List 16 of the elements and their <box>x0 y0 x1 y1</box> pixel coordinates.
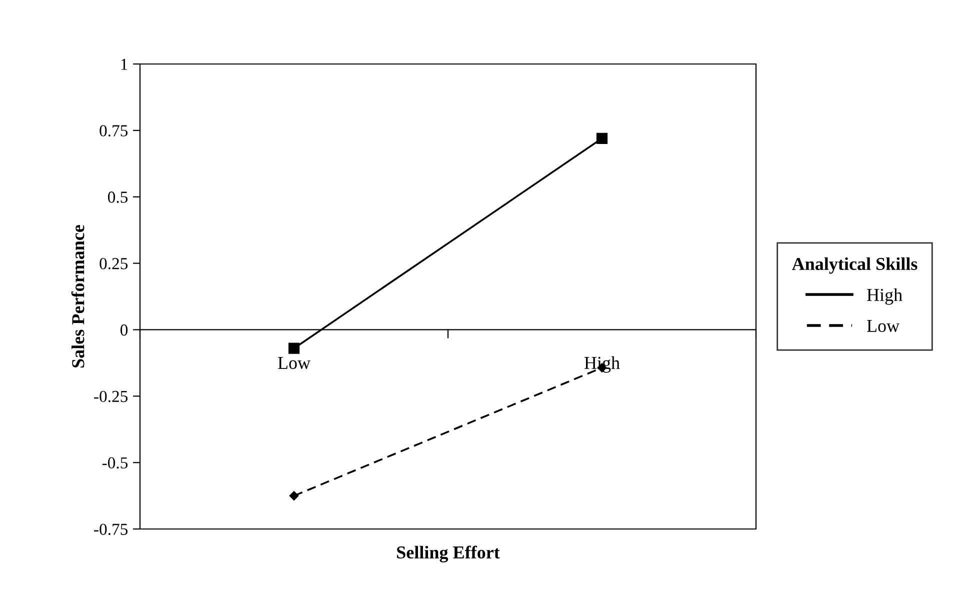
y-tick-label: 0.75 <box>100 125 128 136</box>
y-tick-label: 0.5 <box>108 192 128 203</box>
point <box>596 132 608 144</box>
y-tick-label: -0.25 <box>94 390 128 402</box>
legend-title: Analytical Skills <box>792 257 918 274</box>
y-tick-label: -0.5 <box>102 457 128 469</box>
y-tick-label: 0 <box>120 324 128 336</box>
legend-label: High <box>867 288 902 305</box>
legend-label: Low <box>867 320 900 332</box>
y-tick-label: 0.25 <box>100 258 128 270</box>
y-axis-title: Sales Performance <box>71 225 84 368</box>
point <box>289 491 299 500</box>
point <box>288 342 300 354</box>
x-axis-title: Selling Effort <box>397 546 500 562</box>
y-tick-label: -0.75 <box>94 524 128 536</box>
y-tick-label: 1 <box>121 58 128 70</box>
